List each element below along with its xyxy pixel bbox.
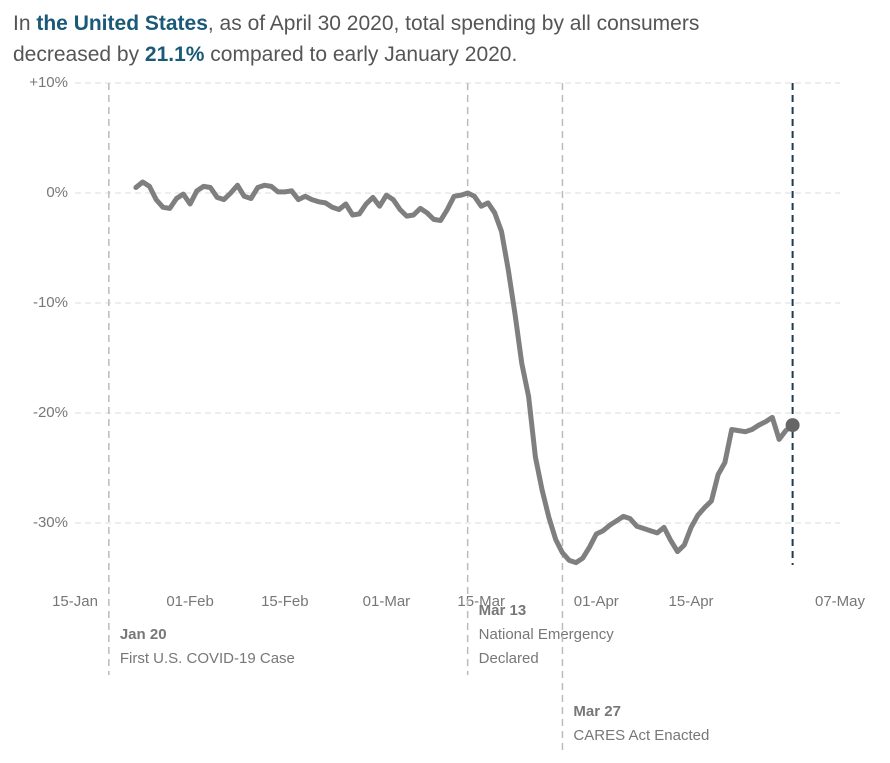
x-tick-label: 15-Jan xyxy=(52,593,98,610)
annotation-text: National Emergency xyxy=(479,626,615,643)
x-tick-label: 15-Feb xyxy=(261,593,309,610)
x-tick-label: 01-Apr xyxy=(574,593,619,610)
x-tick-label: 01-Mar xyxy=(363,593,411,610)
y-tick-label: 0% xyxy=(46,184,68,201)
chart-title: In the United States, as of April 30 202… xyxy=(13,8,883,70)
title-part: decreased by xyxy=(13,43,145,66)
title-part: the United States xyxy=(36,12,208,35)
x-tick-label: 15-Mar xyxy=(457,593,505,610)
annotation-text: Declared xyxy=(479,650,539,667)
annotation-label: Mar 27 xyxy=(573,703,621,720)
annotation-text: First U.S. COVID-19 Case xyxy=(120,650,295,667)
x-tick-label: 07-May xyxy=(815,593,866,610)
x-tick-label: 15-Apr xyxy=(669,593,714,610)
y-tick-label: -30% xyxy=(33,514,68,531)
title-part: In xyxy=(13,12,37,35)
annotation-text: CARES Act Enacted xyxy=(573,727,709,744)
y-tick-label: -20% xyxy=(33,404,68,421)
x-tick-label: 01-Feb xyxy=(166,593,214,610)
title-part: compared to early January 2020. xyxy=(204,43,518,66)
y-tick-label: -10% xyxy=(33,294,68,311)
annotation-label: Jan 20 xyxy=(120,626,167,643)
title-part: , as of April 30 2020, total spending by… xyxy=(207,12,700,35)
y-tick-label: +10% xyxy=(29,74,68,91)
annotation-label: Mar 13 xyxy=(479,602,527,619)
last-point xyxy=(785,418,800,433)
title-part: 21.1% xyxy=(144,43,205,66)
series-line xyxy=(133,179,796,566)
